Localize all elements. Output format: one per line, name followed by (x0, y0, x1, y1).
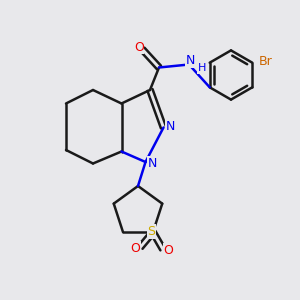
Text: N: N (186, 54, 195, 68)
Text: O: O (134, 40, 144, 54)
Text: N: N (165, 119, 175, 133)
Text: O: O (163, 244, 173, 257)
Text: H: H (197, 63, 206, 73)
Text: O: O (130, 242, 140, 255)
Text: N: N (147, 157, 157, 170)
Text: Br: Br (259, 55, 273, 68)
Text: S: S (148, 225, 155, 238)
